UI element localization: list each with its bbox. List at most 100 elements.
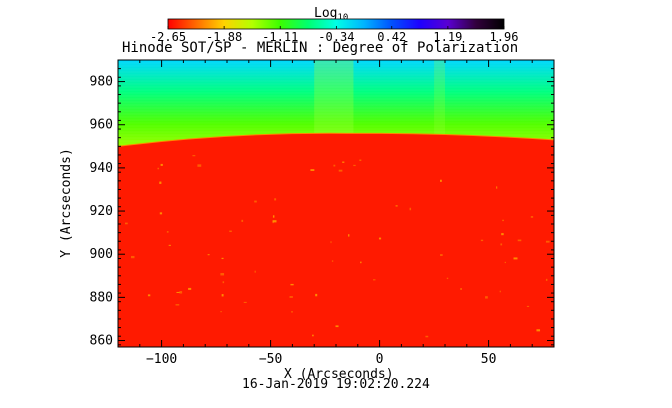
y-tick-label: 960 [90,118,113,133]
plot-title: Hinode SOT/SP - MERLIN : Degree of Polar… [122,40,519,56]
bright-point [338,169,343,172]
disk-bright-points [124,155,550,338]
bright-point [513,257,518,260]
bright-point [241,219,244,222]
bright-point [147,294,151,297]
bright-point [409,207,412,211]
bright-point [179,291,183,294]
colorbar-tick-label: -0.34 [318,30,354,44]
bright-point [342,161,345,163]
bright-point [159,212,163,215]
bright-point [168,244,171,246]
bright-point [159,181,162,184]
bright-point [502,219,504,222]
bright-point [485,296,488,299]
bright-point [517,239,522,242]
bright-point [310,169,315,171]
bright-point [157,167,160,170]
bright-point [315,293,318,297]
bright-point [130,255,135,259]
bright-point [220,273,225,276]
bright-point [243,301,247,303]
colorbar-ticks: -2.65 -1.88 -1.11 -0.34 0.42 1.19 1.96 [150,26,519,44]
y-axis-label: Y (Arcseconds) [59,148,74,258]
colorbar-tick-label: 1.19 [433,30,462,44]
y-tick-label: 900 [90,247,113,262]
offlimb-streaks [118,60,554,147]
polarization-map [118,60,554,347]
y-axis-ticks: 860 880 900 920 940 960 980 [90,59,554,349]
offlimb-streak [434,60,445,147]
colorbar-tick-label: 1.96 [490,30,519,44]
bright-point [500,243,503,246]
bright-point [289,296,293,298]
x-tick-label: −50 [259,352,282,367]
bright-point [499,290,501,293]
y-tick-label: 860 [90,334,113,349]
bright-point [526,305,530,308]
bright-point [175,304,180,306]
bright-point [254,200,257,203]
bright-point [272,220,277,223]
bright-point [207,254,210,256]
bright-point [545,278,548,281]
colorbar-label-text: Log [314,6,338,21]
x-tick-label: 50 [481,352,497,367]
bright-point [166,231,169,233]
bright-point [222,281,225,284]
bright-point [359,159,362,162]
bright-point [221,257,224,260]
solar-limb [118,132,554,147]
bright-point [197,164,202,167]
bright-point [536,329,541,332]
x-tick-label: 0 [376,352,384,367]
bright-point [333,164,336,167]
bright-point [480,239,484,242]
bright-point [348,234,350,237]
bright-point [331,260,334,262]
bright-point [274,198,277,201]
bright-point [192,155,196,157]
bright-point [545,240,550,243]
bright-point [176,291,181,293]
colorbar-label-subscript: 10 [337,13,349,23]
bright-point [360,261,362,264]
colorbar-tick-label: 0.42 [377,30,406,44]
y-tick-label: 980 [90,75,113,90]
x-tick-label: −100 [146,352,177,367]
bright-point [378,237,382,240]
bright-point [446,277,449,280]
bright-point [372,279,376,281]
bright-point [440,179,442,182]
bright-point [460,288,463,290]
bright-point [530,216,534,218]
bright-point [124,222,128,225]
colorbar-tick-label: -2.65 [150,30,186,44]
colorbar-label: Log10 [314,2,349,23]
bright-point [160,163,163,166]
x-axis-ticks: −100 −50 0 50 [117,60,555,367]
colorbar-tick-label: -1.11 [262,30,298,44]
solar-disk-region [118,133,554,347]
y-tick-label: 880 [90,290,113,305]
bright-point [496,186,498,189]
bright-point [501,233,504,236]
bright-point [353,164,356,167]
y-tick-label: 940 [90,161,113,176]
bright-point [291,311,293,313]
timestamp: 16-Jan-2019 19:02:20.224 [242,377,430,392]
offlimb-streak [314,60,354,147]
bright-point [425,335,429,338]
bright-point [188,287,192,290]
y-tick-label: 920 [90,204,113,219]
bright-point [330,241,332,244]
bright-point [312,334,314,337]
bright-point [395,205,398,207]
x-axis-label: X (Arcseconds) [284,367,394,382]
bright-point [504,261,506,264]
bright-point [335,325,339,328]
bright-point [220,311,222,313]
colorbar-tick-label: -1.88 [206,30,242,44]
bright-point [290,283,294,286]
